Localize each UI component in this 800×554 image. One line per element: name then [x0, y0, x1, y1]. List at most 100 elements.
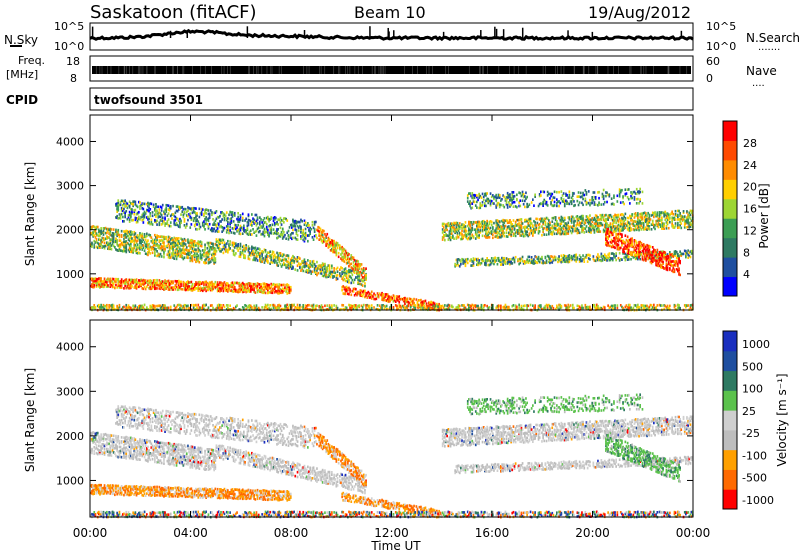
power-cell: [154, 238, 156, 242]
power-cell: [190, 218, 193, 221]
power-cell: [586, 260, 589, 263]
power-cell: [556, 190, 558, 194]
power-cell: [332, 250, 334, 254]
power-cell: [357, 281, 359, 284]
power-cell: [522, 202, 525, 206]
power-cell: [255, 254, 258, 258]
power-cell: [138, 285, 140, 289]
power-cell: [602, 194, 605, 198]
power-cell: [622, 228, 624, 232]
power-cell: [261, 254, 263, 257]
power-cell: [592, 257, 595, 261]
power-cell: [682, 216, 685, 219]
power-cell: [666, 214, 669, 217]
power-cell: [518, 201, 520, 204]
power-cell: [271, 283, 274, 287]
power-cell: [511, 227, 514, 230]
power-cell: [356, 291, 358, 295]
power-cell: [527, 224, 530, 227]
power-cell: [285, 217, 287, 221]
power-cell: [574, 227, 576, 230]
power-cell: [621, 213, 623, 216]
power-cell: [502, 227, 504, 231]
power-cell: [624, 252, 627, 256]
power-cell: [198, 287, 201, 290]
power-cell: [456, 262, 459, 265]
power-cell: [386, 295, 389, 298]
power-cell: [575, 215, 578, 219]
power-cell: [345, 262, 348, 265]
power-cell: [493, 262, 495, 266]
power-cell: [187, 238, 189, 241]
power-cell: [213, 248, 215, 252]
power-cell: [198, 227, 201, 231]
power-cell: [303, 238, 306, 241]
power-cell: [118, 243, 121, 247]
power-cell: [175, 209, 178, 213]
power-cell: [259, 252, 261, 255]
power-cell: [584, 218, 587, 222]
power-cell: [172, 254, 174, 257]
power-cell: [488, 236, 491, 239]
power-cell: [212, 282, 214, 286]
power-cell: [279, 233, 282, 236]
power-cell: [259, 248, 261, 251]
power-cell: [156, 236, 158, 239]
power-cell: [625, 253, 628, 257]
power-cell: [509, 229, 511, 232]
nsky-panel: N.Sky 10^5 10^0 10^5 10^0 N.Search .....…: [4, 20, 800, 53]
power-cell: [611, 252, 614, 255]
power-cell: [567, 232, 570, 235]
power-cell: [503, 231, 506, 235]
power-cell: [134, 208, 137, 212]
power-cell: [183, 250, 186, 254]
power-cell: [303, 260, 306, 263]
power-cell: [173, 236, 176, 240]
power-cell: [478, 234, 480, 237]
power-cell: [286, 292, 289, 295]
power-cell: [230, 211, 233, 214]
power-cell: [200, 207, 203, 211]
power-cell: [217, 216, 220, 219]
power-cell: [527, 222, 530, 225]
power-cell: [568, 193, 571, 197]
power-cell: [102, 282, 105, 285]
power-cell: [512, 256, 515, 260]
power-cell: [124, 282, 126, 285]
power-cell: [126, 234, 129, 238]
power-cell: [146, 285, 148, 289]
power-cell: [518, 228, 520, 232]
power-cell: [139, 241, 141, 245]
power-cell: [640, 222, 643, 225]
power-cell: [585, 253, 588, 257]
power-cell: [510, 231, 512, 234]
power-cell: [219, 220, 221, 223]
power-cell: [287, 290, 290, 293]
nsky-tick-bottom: 10^0: [54, 40, 84, 53]
power-cell: [685, 255, 687, 259]
power-cell: [610, 202, 613, 206]
power-cell: [350, 271, 353, 274]
power-cell: [251, 245, 253, 249]
power-cell: [653, 215, 655, 219]
power-cell: [493, 257, 495, 260]
power-cell: [184, 284, 187, 288]
power-cell: [662, 211, 664, 215]
power-cell: [592, 199, 595, 202]
power-cell: [321, 266, 324, 270]
power-cell: [260, 260, 262, 264]
power-cell: [118, 216, 121, 220]
power-cell: [325, 240, 327, 244]
power-cell: [176, 209, 179, 213]
power-cell: [203, 281, 205, 285]
power-cell: [149, 222, 152, 226]
power-cell: [351, 278, 354, 282]
power-cell: [119, 286, 122, 289]
power-cell: [254, 220, 257, 224]
power-cell: [532, 261, 534, 265]
power-cell: [101, 285, 104, 288]
power-cell: [203, 261, 205, 264]
power-cell: [458, 265, 461, 268]
power-cell: [146, 245, 148, 248]
power-cell: [190, 289, 193, 292]
